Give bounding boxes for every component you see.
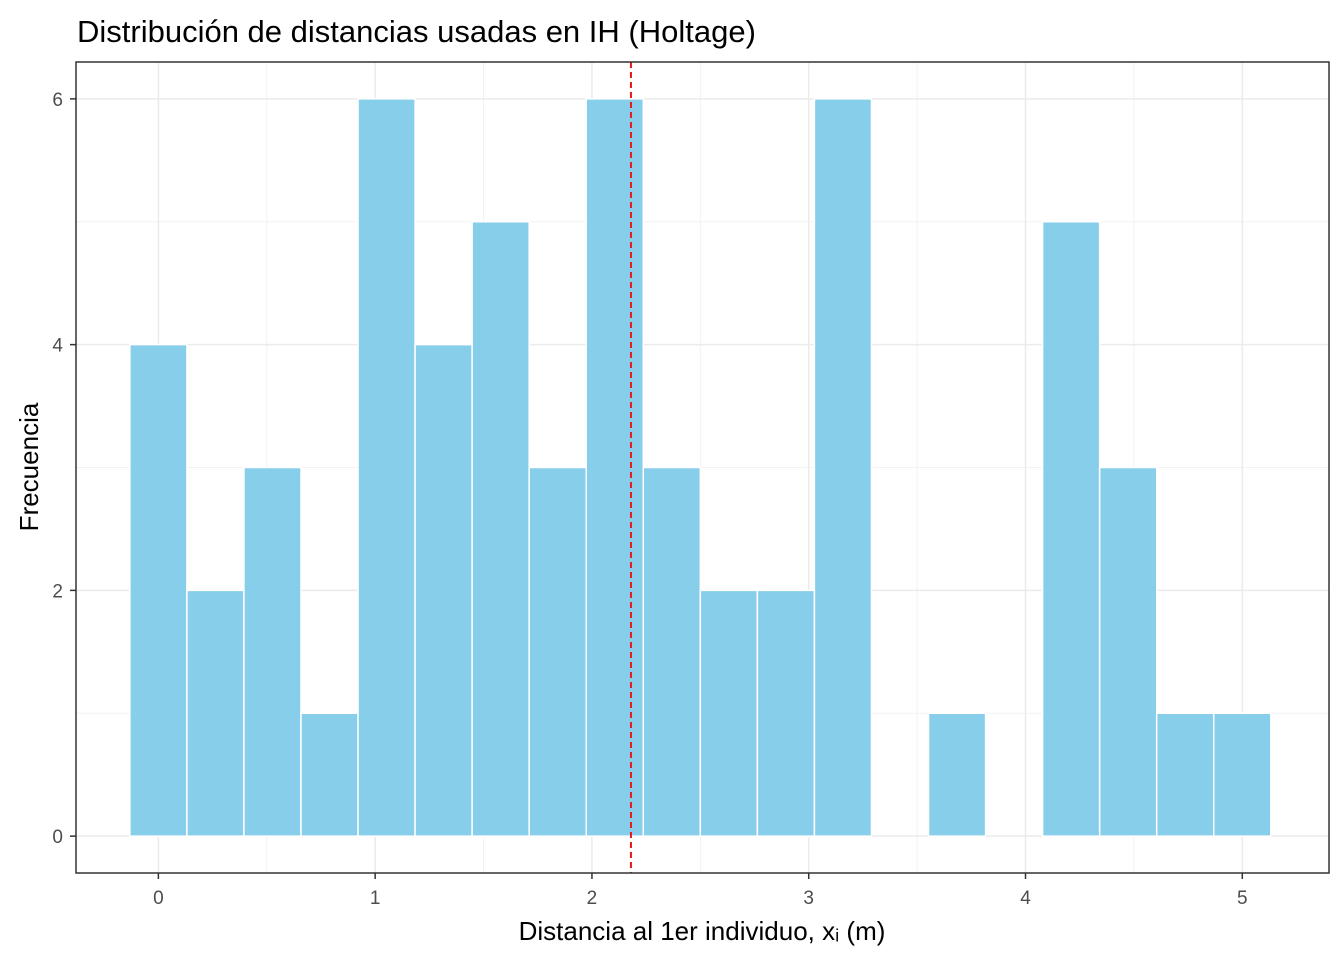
chart-title: Distribución de distancias usadas en IH … (77, 14, 756, 49)
histogram-bar (756, 589, 816, 837)
histogram-bar (528, 466, 587, 837)
bars (129, 98, 1272, 837)
y-tick-label: 6 (52, 90, 63, 111)
x-tick-label: 1 (370, 888, 381, 909)
histogram-bar (813, 98, 873, 837)
plot-border (75, 61, 1330, 874)
histogram-bar (471, 220, 530, 837)
histogram-bar (1213, 712, 1272, 837)
y-axis-title: Frecuencia (14, 402, 44, 531)
x-tick-label: 4 (1020, 888, 1031, 909)
histogram-bar (243, 466, 302, 837)
y-tick-label: 2 (52, 581, 63, 602)
histogram-bar (585, 98, 645, 837)
histogram-bar (357, 98, 416, 837)
x-axis: 0 1 2 3 4 5 (153, 873, 1248, 909)
histogram-bar (1098, 466, 1158, 837)
y-tick-label: 4 (52, 336, 63, 357)
histogram-bar (1155, 712, 1215, 837)
histogram-bar (129, 343, 188, 837)
histogram-bar (699, 589, 759, 837)
y-axis: 0 2 4 6 (52, 90, 76, 848)
histogram-bar (414, 343, 473, 837)
x-tick-label: 0 (153, 888, 164, 909)
x-tick-label: 3 (803, 888, 814, 909)
x-tick-label: 5 (1237, 888, 1248, 909)
x-axis-title: Distancia al 1er individuo, xᵢ (m) (519, 916, 886, 946)
x-tick-label: 2 (587, 888, 598, 909)
y-tick-label: 0 (52, 827, 63, 848)
histogram-bar (186, 589, 245, 837)
histogram-bar (642, 466, 702, 837)
histogram-bar (300, 712, 359, 837)
histogram-bar (1041, 220, 1101, 837)
histogram-bar (927, 712, 987, 837)
